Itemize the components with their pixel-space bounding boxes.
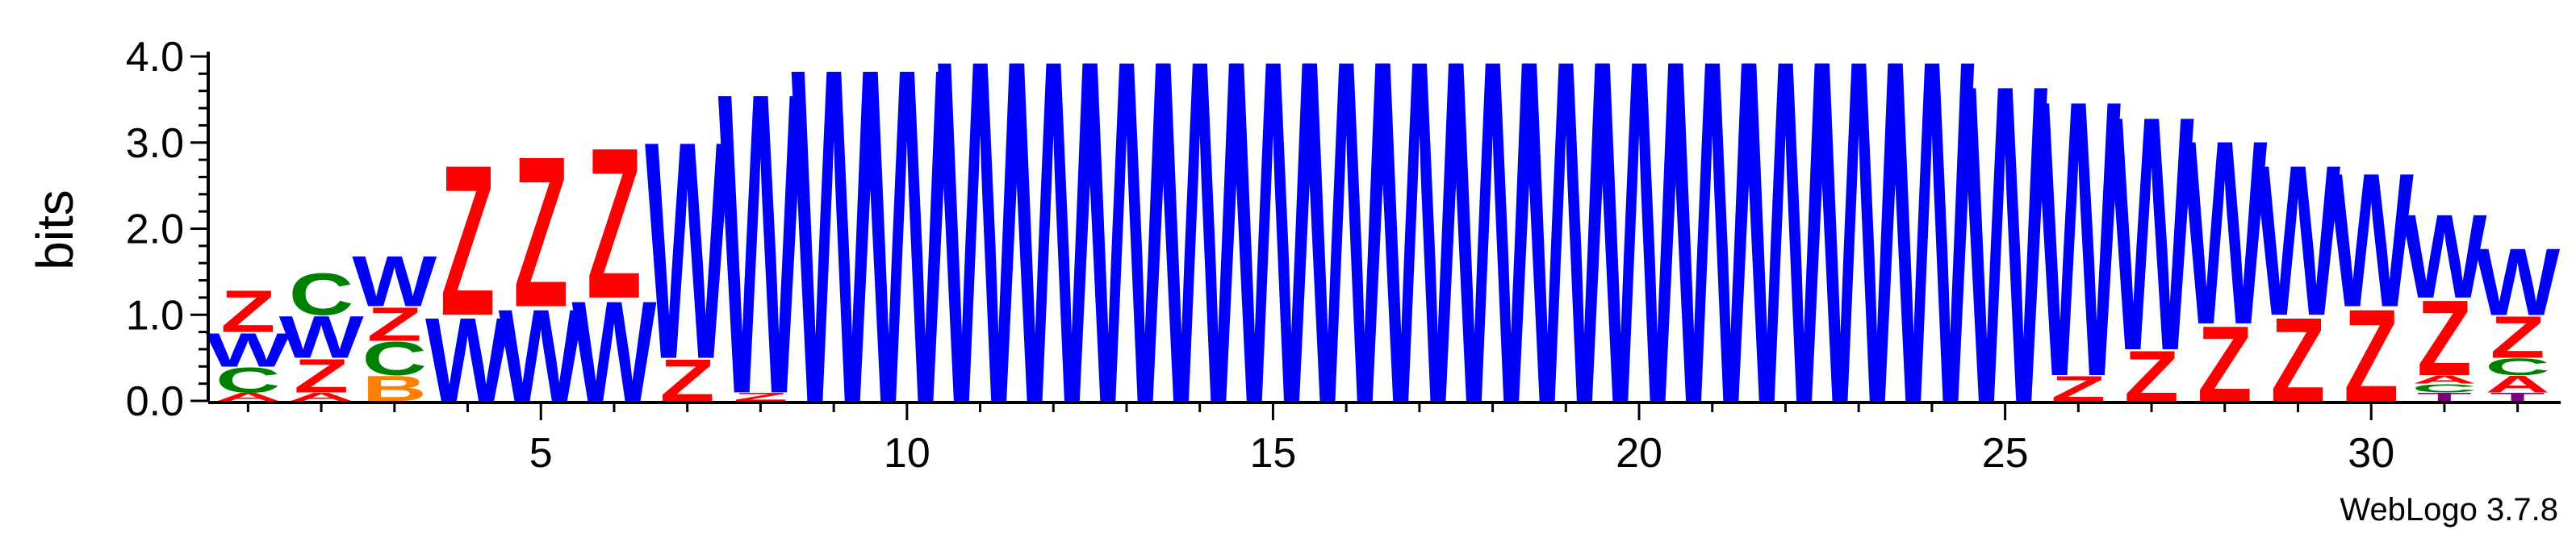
glyph-c-pos-2: C <box>289 261 353 328</box>
logo-column-9: W <box>792 0 877 503</box>
logo-column-4: WZ <box>425 121 510 427</box>
logo-column-22: W <box>1743 0 1829 505</box>
glyph-w-pos-32: W <box>2475 229 2560 336</box>
glyph-c-pos-3: C <box>362 332 427 386</box>
glyph-a-pos-32: A <box>2485 371 2549 398</box>
glyph-w-pos-17: W <box>1377 0 1462 505</box>
glyph-w-pos-21: W <box>1670 0 1755 505</box>
logo-column-30: ZW <box>2329 134 2414 429</box>
glyph-w-pos-28: W <box>2182 85 2267 379</box>
glyph-w-pos-14: W <box>1157 0 1243 505</box>
glyph-w-pos-29: W <box>2256 121 2340 361</box>
logo-column-21: W <box>1670 0 1755 505</box>
glyph-z-pos-8: Z <box>733 390 788 404</box>
x-tick-label: 25 <box>1982 430 2029 477</box>
y-tick-label: 3.0 <box>126 120 184 167</box>
glyph-a-pos-2: A <box>289 390 353 404</box>
glyph-c-pos-1: C <box>215 360 280 400</box>
y-tick-label: 0.0 <box>126 378 184 425</box>
glyph-w-pos-30: W <box>2329 134 2414 348</box>
logo-column-13: W <box>1084 0 1169 505</box>
logo-column-6: WZ <box>571 104 656 432</box>
logo-column-26: ZW <box>2036 19 2122 460</box>
glyph-z-pos-1: Z <box>220 278 275 345</box>
glyph-t-pos-31: T <box>2417 390 2472 404</box>
x-tick-label: 15 <box>1250 430 1297 477</box>
glyph-z-pos-6: Z <box>587 104 642 344</box>
logo-column-23: W <box>1817 0 1902 505</box>
glyph-w-pos-9: W <box>792 0 877 503</box>
weblogo-credit: WebLogo 3.7.8 <box>2340 492 2558 528</box>
glyph-z-pos-32: Z <box>2490 304 2545 371</box>
x-tick-label: 30 <box>2348 430 2394 477</box>
x-tick-label: 5 <box>529 430 553 477</box>
y-tick-label: 4.0 <box>126 34 184 81</box>
logo-column-11: W <box>938 0 1023 505</box>
logo-column-29: ZW <box>2256 121 2340 427</box>
glyph-a-pos-1: A <box>215 390 280 404</box>
x-axis: 5 10 15 20 25 30 <box>208 401 2561 477</box>
logo-column-16: W <box>1304 0 1390 505</box>
glyph-w-pos-11: W <box>938 0 1023 505</box>
y-tick-label: 2.0 <box>126 206 184 253</box>
glyph-z-pos-4: Z <box>441 121 496 361</box>
x-tick-label: 20 <box>1616 430 1662 477</box>
glyph-w-pos-3: W <box>352 242 437 322</box>
glyph-w-pos-23: W <box>1817 0 1902 505</box>
glyph-w-pos-7: W <box>645 77 730 425</box>
logo-column-12: W <box>1011 0 1097 505</box>
logo-column-5: WZ <box>499 112 583 429</box>
logo-column-24: W <box>1889 0 1975 505</box>
glyph-t-pos-32: T <box>2490 390 2545 404</box>
logo-column-17: W <box>1377 0 1462 505</box>
y-tick-label: 1.0 <box>126 292 184 339</box>
glyph-a-pos-31: A <box>2412 373 2477 386</box>
glyph-w-pos-2: W <box>279 304 365 371</box>
logo-column-19: W <box>1524 0 1609 505</box>
glyph-w-pos-12: W <box>1011 0 1097 505</box>
glyph-w-pos-20: W <box>1596 0 1682 505</box>
glyph-z-pos-5: Z <box>513 112 568 352</box>
glyph-w-pos-16: W <box>1304 0 1390 505</box>
logo-column-28: ZW <box>2182 85 2267 424</box>
glyph-z-pos-31: Z <box>2417 279 2472 399</box>
glyph-w-pos-22: W <box>1743 0 1829 505</box>
glyph-w-pos-24: W <box>1889 0 1975 505</box>
glyph-z-pos-3: Z <box>367 297 422 351</box>
glyph-w-pos-31: W <box>2402 189 2486 323</box>
glyph-w-pos-13: W <box>1084 0 1169 505</box>
y-axis-label: bits <box>26 190 84 270</box>
logo-column-18: W <box>1450 0 1536 505</box>
glyph-w-pos-27: W <box>2110 48 2195 421</box>
logo-column-20: W <box>1596 0 1682 505</box>
glyph-w-pos-18: W <box>1450 0 1536 505</box>
glyph-z-pos-2: Z <box>294 348 349 402</box>
glyph-w-pos-1: W <box>206 323 291 377</box>
logo-column-14: W <box>1157 0 1243 505</box>
glyph-w-pos-19: W <box>1524 0 1609 505</box>
glyph-w-pos-15: W <box>1231 0 1316 505</box>
glyph-w-pos-26: W <box>2036 19 2122 460</box>
glyph-c-pos-31: C <box>2412 382 2477 395</box>
x-tick-label: 10 <box>884 430 930 477</box>
logo-column-15: W <box>1231 0 1316 505</box>
y-axis: 0.0 1.0 2.0 3.0 4.0 <box>126 34 210 425</box>
glyph-c-pos-32: C <box>2485 353 2549 380</box>
